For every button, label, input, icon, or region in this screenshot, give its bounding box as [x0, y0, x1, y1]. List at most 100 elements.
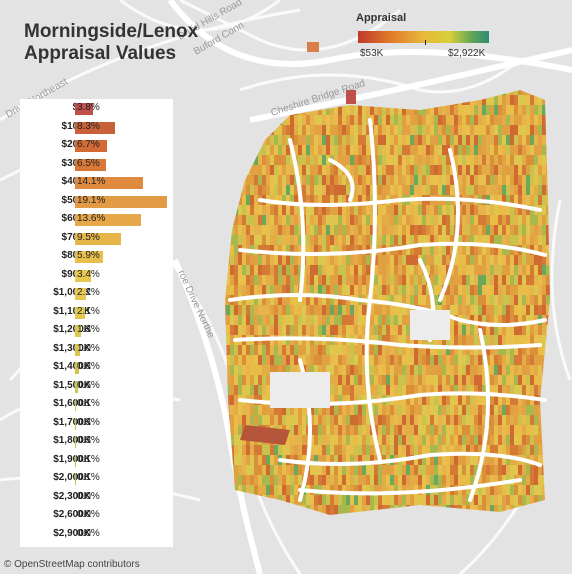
parcel: [278, 305, 282, 315]
parcel: [402, 115, 406, 125]
color-legend-bar[interactable]: [358, 31, 489, 43]
histogram-row[interactable]: $600K13.6%: [20, 211, 173, 229]
parcel: [410, 365, 414, 375]
parcel: [486, 325, 490, 335]
histogram-bar[interactable]: [75, 380, 78, 393]
parcel: [294, 175, 298, 185]
parcel: [290, 285, 294, 295]
histogram-bar[interactable]: [75, 325, 82, 337]
histogram-row[interactable]: $1,500K 0.6%: [20, 378, 173, 396]
parcel: [246, 455, 250, 465]
parcel: [238, 425, 242, 435]
histogram-row[interactable]: $1,700K 0.3%: [20, 415, 173, 433]
parcel: [530, 405, 534, 415]
parcel: [438, 205, 442, 215]
histogram-bar[interactable]: [75, 288, 86, 300]
parcel: [422, 395, 426, 405]
histogram-row[interactable]: $1,000K 2.2%: [20, 285, 173, 303]
map-credit[interactable]: © OpenStreetMap contributors: [4, 559, 140, 570]
parcel: [414, 415, 418, 425]
parcel: [510, 105, 514, 115]
histogram-row[interactable]: $1,400K 0.8%: [20, 359, 173, 377]
parcel: [242, 445, 246, 455]
parcel: [274, 485, 278, 495]
parcel: [478, 335, 482, 345]
histogram-bar[interactable]: [75, 177, 143, 189]
parcel: [410, 155, 414, 165]
histogram-bar[interactable]: [75, 195, 167, 208]
histogram-row[interactable]: $900K3.4%: [20, 267, 173, 285]
parcel: [418, 465, 422, 475]
histogram-row[interactable]: $1,200K 1.3%: [20, 322, 173, 340]
parcel: [326, 405, 330, 415]
histogram-row[interactable]: $200K6.7%: [20, 137, 173, 155]
histogram-bar[interactable]: [75, 251, 104, 263]
histogram-row[interactable]: $300K6.5%: [20, 156, 173, 174]
parcel: [346, 115, 350, 125]
parcel: [314, 295, 318, 305]
parcel: [470, 145, 474, 155]
histogram-bar[interactable]: [75, 343, 80, 356]
parcel: [490, 265, 494, 275]
histogram-bar[interactable]: [75, 158, 107, 171]
parcel: [474, 105, 478, 115]
histogram-row[interactable]: $500K19.1%: [20, 193, 173, 211]
parcel: [434, 365, 438, 375]
histogram-row[interactable]: $2,600K 0.0%: [20, 507, 173, 525]
parcel: [414, 475, 418, 485]
histogram-bar[interactable]: [75, 269, 92, 282]
parcel: [290, 115, 294, 125]
parcel: [494, 495, 498, 505]
histogram-bar[interactable]: [75, 121, 115, 134]
parcel: [406, 295, 410, 305]
histogram-bar[interactable]: [75, 306, 86, 319]
parcel: [506, 215, 510, 225]
parcel: [446, 415, 450, 425]
histogram-row[interactable]: $1,800K 0.3%: [20, 433, 173, 451]
parcel: [538, 135, 542, 145]
parcel: [498, 365, 502, 375]
parcel: [418, 115, 422, 125]
histogram-row[interactable]: $1,300K 1.0%: [20, 341, 173, 359]
histogram-bar[interactable]: [75, 232, 121, 245]
parcel: [418, 165, 422, 175]
histogram-row[interactable]: $2,900K 0.0%: [20, 526, 173, 544]
parcel: [410, 485, 414, 495]
histogram-bar[interactable]: [75, 140, 108, 152]
histogram-row[interactable]: $1,100K 2.1%: [20, 304, 173, 322]
parcel: [366, 285, 370, 295]
histogram-row[interactable]: $800K5.9%: [20, 248, 173, 266]
histogram-bar[interactable]: [75, 436, 77, 448]
histogram-row[interactable]: $0K3.8%: [20, 100, 173, 118]
parcel: [514, 255, 518, 265]
histogram-row[interactable]: $700K9.5%: [20, 230, 173, 248]
histogram-bar[interactable]: [75, 103, 94, 115]
parcel: [254, 205, 258, 215]
parcel: [294, 315, 298, 325]
parcel: [466, 405, 470, 415]
parcel: [354, 145, 358, 155]
parcel: [414, 275, 418, 285]
parcel: [518, 285, 522, 295]
histogram-row[interactable]: $400K14.1%: [20, 174, 173, 192]
histogram-row[interactable]: $1,600K 0.1%: [20, 396, 173, 414]
parcel: [398, 385, 402, 395]
histogram-bar[interactable]: [75, 362, 79, 374]
parcel: [230, 265, 234, 275]
histogram-row[interactable]: $2,300K 0.0%: [20, 489, 173, 507]
histogram-bar[interactable]: [75, 214, 141, 226]
parcel: [382, 145, 386, 155]
parcel: [486, 185, 490, 195]
parcel: [366, 205, 370, 215]
parcel: [326, 195, 330, 205]
parcel: [318, 355, 322, 365]
histogram-row[interactable]: $100K8.3%: [20, 119, 173, 137]
parcel: [270, 165, 274, 175]
histogram-bar[interactable]: [75, 417, 77, 430]
histogram-row[interactable]: $1,900K 0.1%: [20, 452, 173, 470]
histogram-row[interactable]: $2,000K 0.1%: [20, 470, 173, 488]
parcel: [318, 195, 322, 205]
parcel: [326, 255, 330, 265]
parcel: [306, 345, 310, 355]
